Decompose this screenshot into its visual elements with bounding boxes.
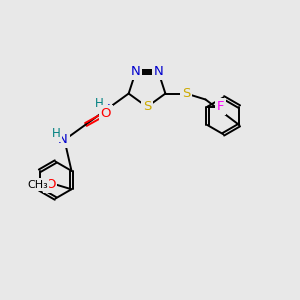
Text: F: F (216, 100, 224, 113)
Text: O: O (45, 178, 55, 191)
Text: H: H (94, 97, 103, 110)
Text: S: S (143, 100, 151, 113)
Text: H: H (52, 128, 61, 140)
Text: N: N (101, 103, 111, 116)
Text: S: S (182, 87, 190, 100)
Text: N: N (58, 134, 68, 146)
Text: O: O (100, 107, 111, 120)
Text: N: N (131, 65, 140, 79)
Text: N: N (154, 65, 163, 79)
Text: CH₃: CH₃ (27, 180, 48, 190)
